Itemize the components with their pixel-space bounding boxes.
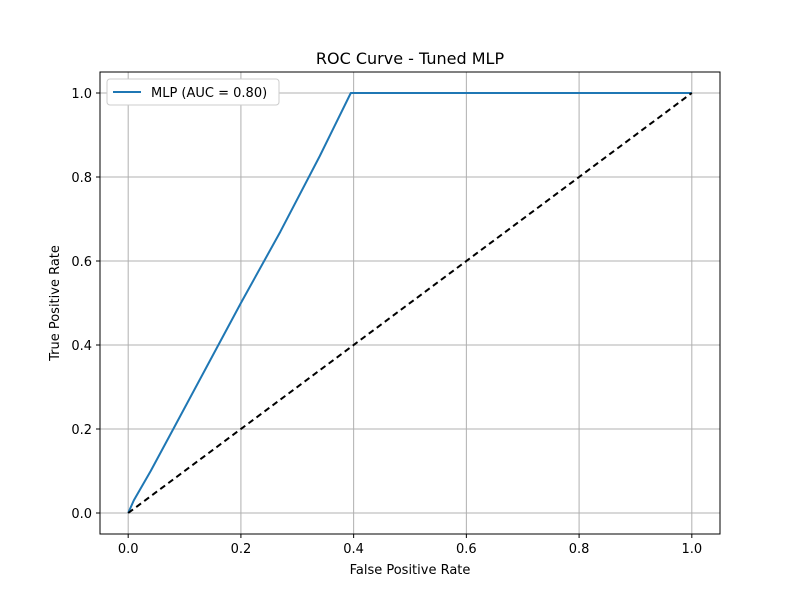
y-tick-label: 0.0 xyxy=(71,507,92,522)
legend-label-mlp: MLP (AUC = 0.80) xyxy=(151,86,267,101)
y-axis-ticks: 0.0 0.2 0.4 0.6 0.8 1.0 xyxy=(71,87,100,522)
y-tick-label: 0.2 xyxy=(71,423,92,438)
x-axis-label: False Positive Rate xyxy=(350,563,471,578)
chance-diagonal-line xyxy=(127,92,693,514)
x-tick-label: 0.2 xyxy=(231,542,252,557)
x-tick-label: 0.0 xyxy=(118,542,139,557)
x-tick-label: 0.6 xyxy=(456,542,477,557)
x-tick-label: 0.4 xyxy=(343,542,364,557)
roc-curve-line xyxy=(127,92,692,514)
legend: MLP (AUC = 0.80) xyxy=(106,78,280,106)
y-tick-label: 0.4 xyxy=(71,339,92,354)
chart-title: ROC Curve - Tuned MLP xyxy=(316,49,505,68)
x-tick-label: 0.8 xyxy=(569,542,590,557)
y-tick-label: 1.0 xyxy=(71,87,92,102)
x-tick-label: 1.0 xyxy=(681,542,702,557)
plot-frame xyxy=(99,71,721,535)
y-axis-label: True Positive Rate xyxy=(48,245,63,362)
legend-box xyxy=(106,78,280,106)
y-tick-label: 0.6 xyxy=(71,255,92,270)
y-tick-label: 0.8 xyxy=(71,171,92,186)
x-axis-ticks: 0.0 0.2 0.4 0.6 0.8 1.0 xyxy=(118,534,702,557)
series-lines xyxy=(127,92,693,514)
